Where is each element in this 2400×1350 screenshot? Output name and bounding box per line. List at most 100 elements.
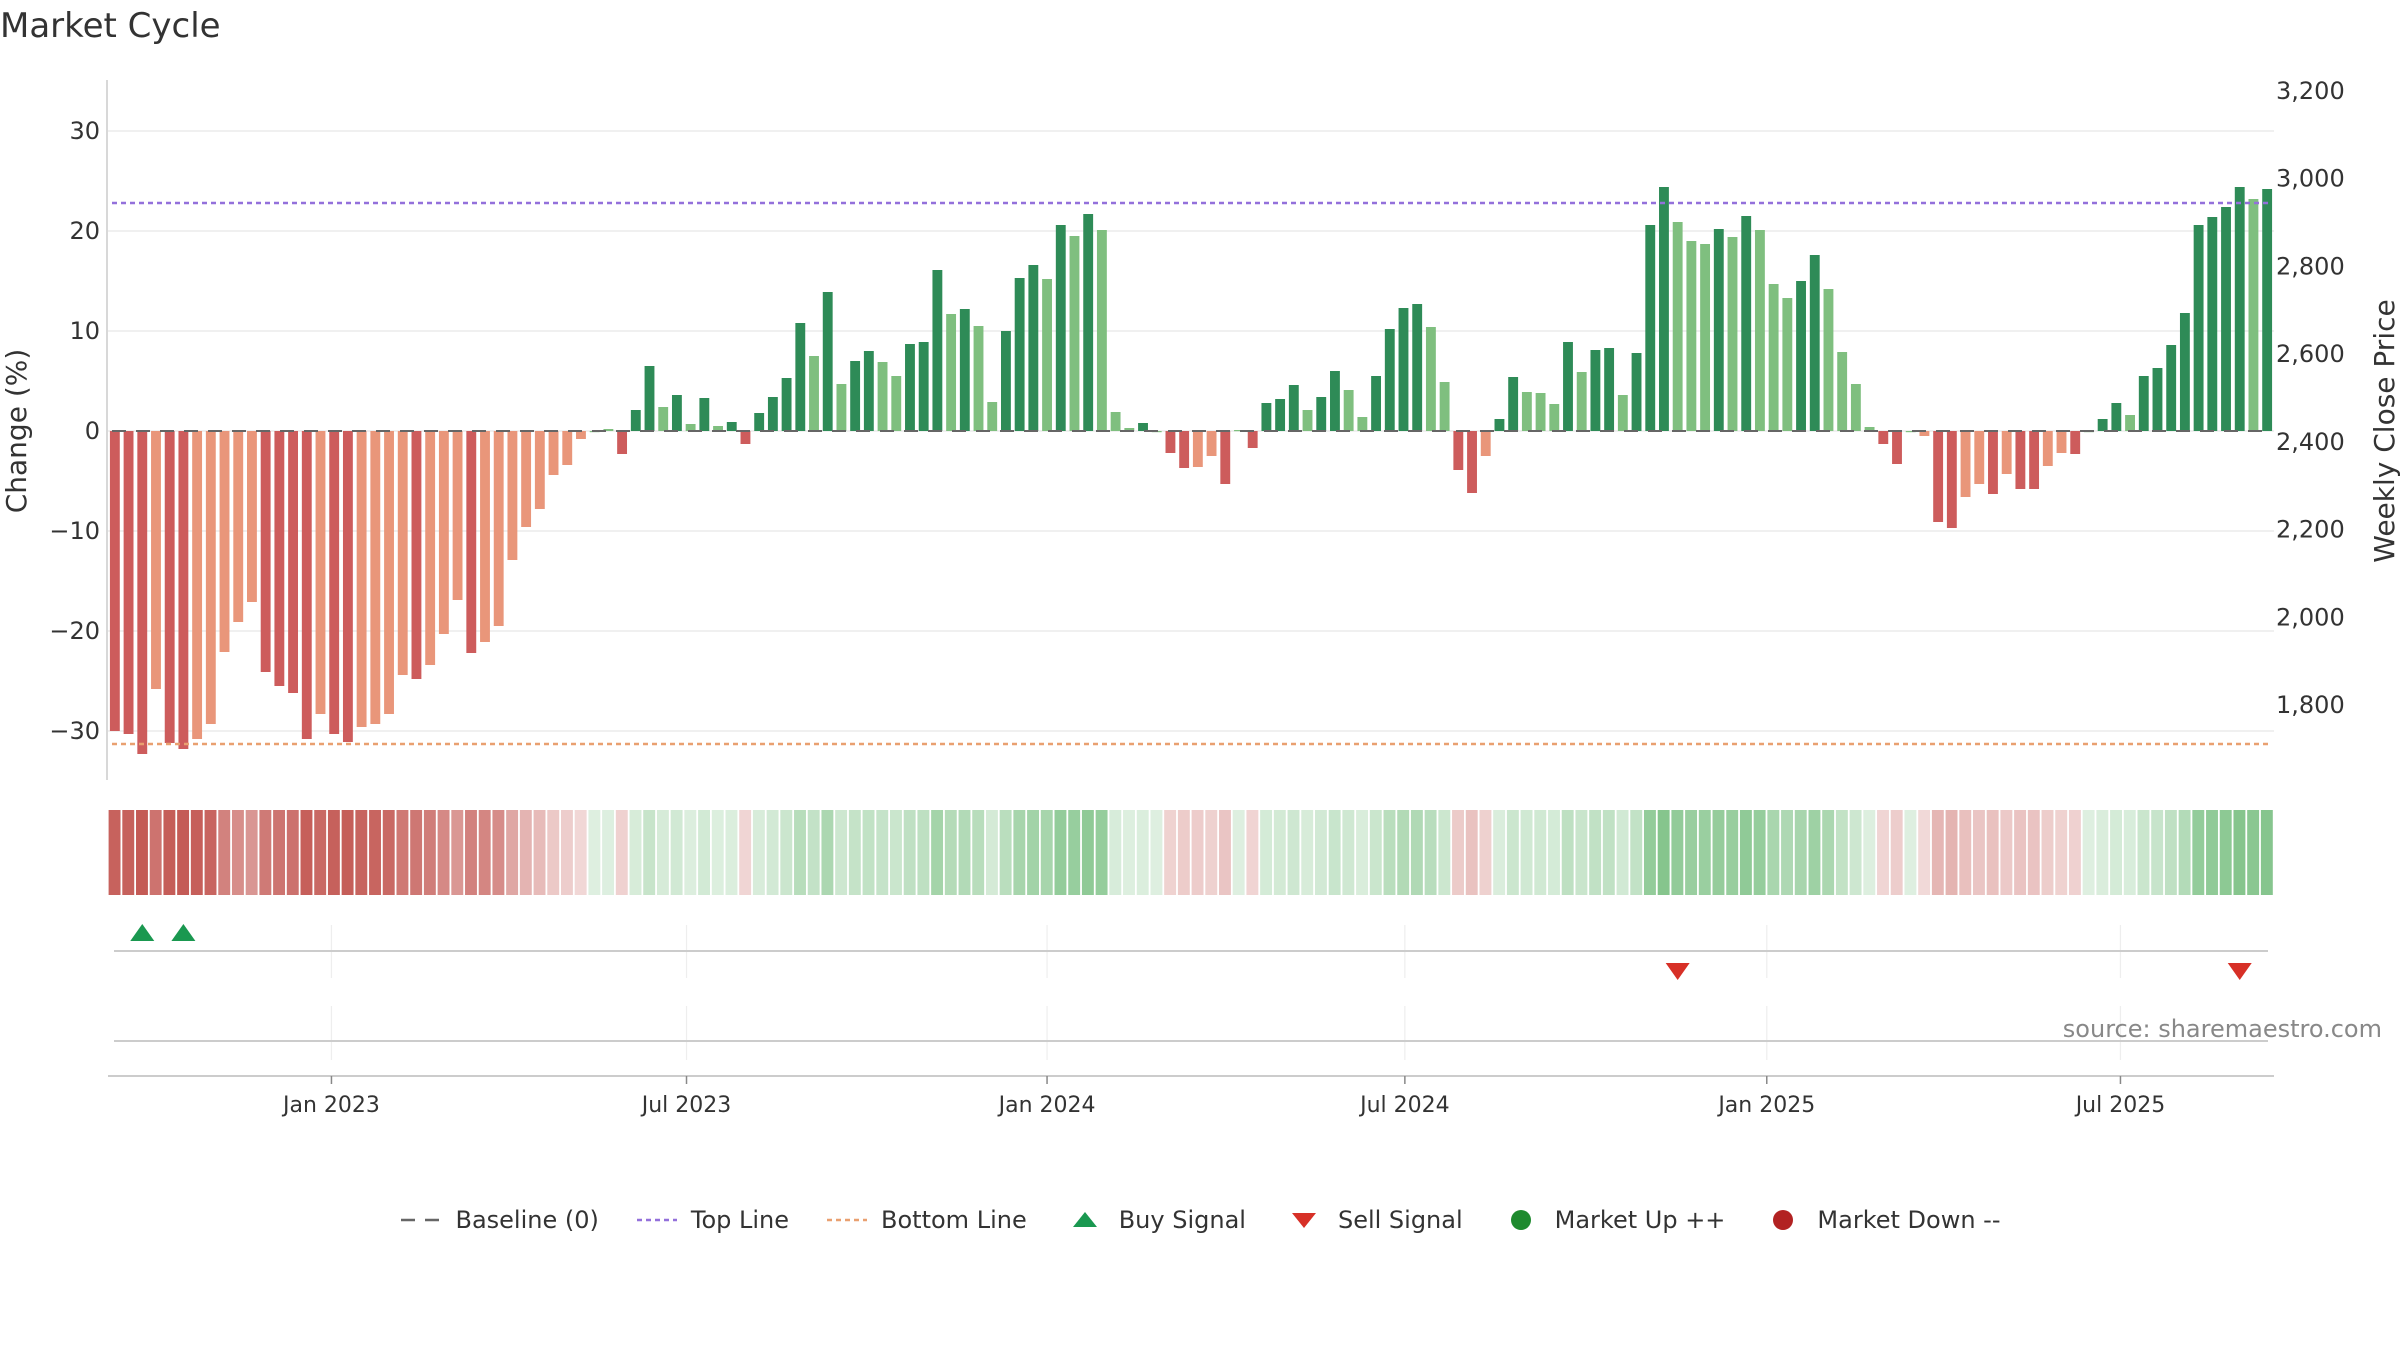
heatmap-cell xyxy=(1369,810,1382,895)
heatmap-cell xyxy=(1520,810,1533,895)
heatmap-cell xyxy=(1150,810,1163,895)
heatmap-cell xyxy=(1657,810,1670,895)
heatmap-cell xyxy=(848,810,861,895)
y2-tick-label: 2,200 xyxy=(2276,516,2345,544)
heatmap-cell xyxy=(1561,810,1574,895)
legend-label: Bottom Line xyxy=(881,1206,1027,1234)
heatmap-cell xyxy=(1575,810,1588,895)
heatmap-cell xyxy=(1781,810,1793,895)
heatmap-cell xyxy=(2041,810,2054,895)
change-bar xyxy=(850,361,861,431)
heatmap-cell xyxy=(1465,810,1478,895)
change-bar xyxy=(109,431,120,731)
change-bar xyxy=(466,431,477,653)
change-bar xyxy=(644,366,655,431)
change-bar xyxy=(1960,431,1971,497)
change-bar xyxy=(671,395,682,431)
heatmap-cell xyxy=(519,810,532,895)
change-bar xyxy=(809,356,819,431)
change-bar xyxy=(1220,431,1231,484)
dotted-orange-line-icon xyxy=(827,1218,868,1222)
change-bar xyxy=(1261,403,1272,431)
heatmap-cell xyxy=(204,810,217,895)
buy-signal-marker xyxy=(171,924,196,941)
axes xyxy=(106,80,2274,1084)
heatmap-strip xyxy=(108,810,2273,895)
change-bar xyxy=(1521,392,1532,431)
heatmap-cell xyxy=(547,810,560,895)
heatmap-cell xyxy=(1931,810,1944,895)
change-bar xyxy=(863,351,874,431)
heatmap-cell xyxy=(1205,810,1218,895)
change-bar xyxy=(630,410,641,431)
change-bar xyxy=(356,431,367,727)
change-bar xyxy=(905,344,915,431)
change-bar xyxy=(1617,395,1628,431)
change-bar xyxy=(1302,410,1313,431)
change-bar xyxy=(1083,214,1094,431)
heatmap-cell xyxy=(218,810,231,895)
change-bar xyxy=(1631,353,1642,431)
change-bar xyxy=(2001,431,2012,474)
heatmap-cell xyxy=(629,810,642,895)
heatmap-cell xyxy=(1959,810,1972,895)
legend-label: Market Down -- xyxy=(1817,1206,2001,1234)
heatmap-cell xyxy=(1767,810,1780,895)
heatmap-cell xyxy=(2000,810,2013,895)
change-bar xyxy=(1919,431,1930,436)
heatmap-cell xyxy=(1835,810,1848,895)
change-bar xyxy=(534,431,545,509)
y2-tick-label: 3,200 xyxy=(2276,77,2345,105)
change-bar xyxy=(891,376,902,431)
heatmap-cell xyxy=(1589,810,1602,895)
change-bar xyxy=(877,362,888,431)
heatmap-cell xyxy=(2096,810,2109,895)
y-tick-label: −20 xyxy=(49,617,100,645)
green-circle-icon xyxy=(1510,1210,1531,1230)
heatmap-cell xyxy=(1602,810,1615,895)
change-bar xyxy=(1110,412,1121,431)
heatmap-cell xyxy=(1630,810,1643,895)
heatmap-cell xyxy=(341,810,354,895)
heatmap-cell xyxy=(1136,810,1149,895)
heatmap-cell xyxy=(286,810,299,895)
heatmap-cell xyxy=(1328,810,1341,895)
heatmap-cell xyxy=(1232,810,1245,895)
change-bar xyxy=(1727,237,1738,431)
heatmap-cell xyxy=(2068,810,2081,895)
change-bar xyxy=(740,431,751,444)
change-bar xyxy=(795,323,806,431)
change-bar xyxy=(247,431,257,602)
x-tick-label: Jan 2025 xyxy=(1716,1093,1815,1118)
heatmap-cell xyxy=(1863,810,1876,895)
change-bar xyxy=(2262,189,2273,431)
change-bar xyxy=(2015,431,2026,489)
heatmap-cell xyxy=(1973,810,1985,895)
heatmap-cell xyxy=(766,810,779,895)
heatmap-cell xyxy=(588,810,601,895)
change-bar xyxy=(493,431,504,626)
change-bar xyxy=(918,342,929,431)
heatmap-cell xyxy=(1945,810,1958,895)
heatmap-cell xyxy=(560,810,573,895)
heatmap-cell xyxy=(1877,810,1889,895)
change-bar xyxy=(1055,225,1066,431)
change-bar xyxy=(1000,331,1011,431)
heatmap-cell xyxy=(1452,810,1464,895)
red-circle-icon xyxy=(1773,1210,1794,1230)
change-bar xyxy=(219,431,230,652)
red-down-triangle-icon xyxy=(1291,1213,1316,1228)
change-bar xyxy=(1179,431,1190,468)
legend-item: Market Up ++ xyxy=(1499,1206,1725,1234)
x-tick-label: Jul 2023 xyxy=(640,1093,732,1118)
legend-label: Buy Signal xyxy=(1118,1206,1246,1234)
change-bar xyxy=(1014,278,1025,431)
change-bar xyxy=(576,431,586,439)
heatmap-cell xyxy=(437,810,450,895)
reference-lines xyxy=(112,201,2270,746)
change-bar xyxy=(1796,281,1806,431)
axis-labels: 30 20 10 0 −10 −20 −30 3,200 3,000 2,800 2,600 2,40… xyxy=(0,77,2400,1118)
heatmap-cell xyxy=(780,810,793,895)
change-bar xyxy=(1659,187,1669,431)
